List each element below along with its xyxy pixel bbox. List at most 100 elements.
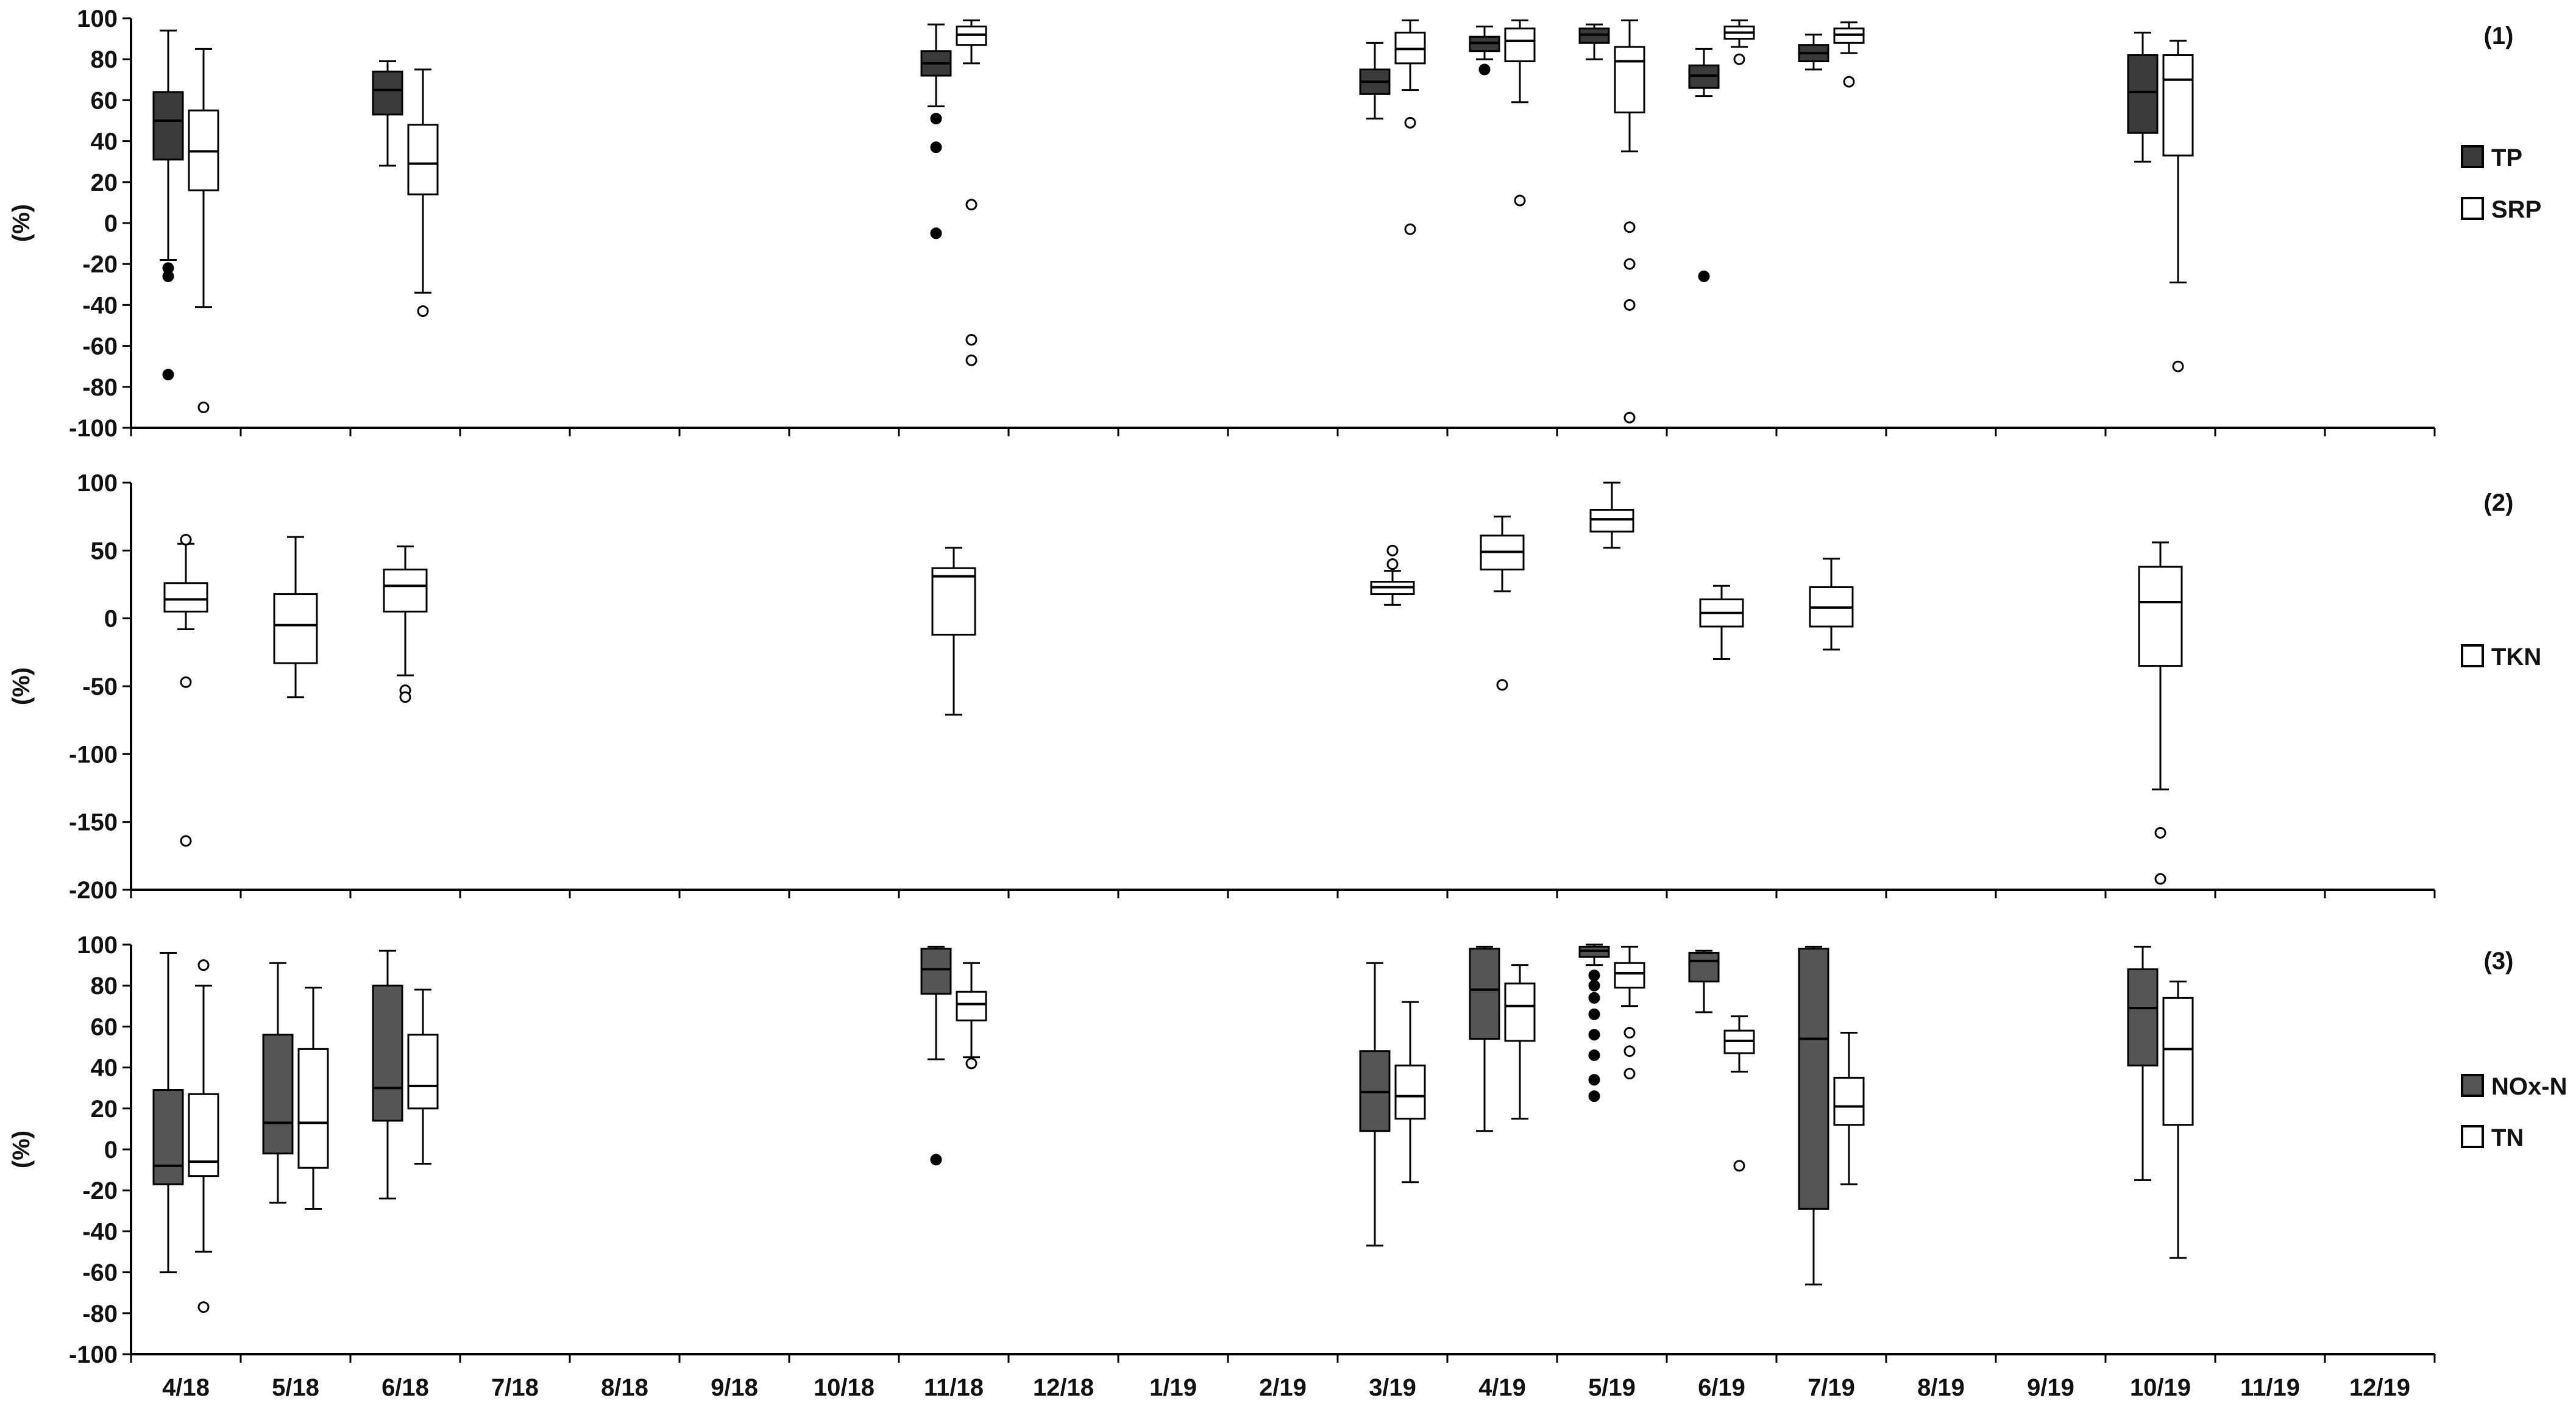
y-tick-label: 100	[77, 932, 118, 959]
box-iqr	[2162, 996, 2194, 1126]
box-plot	[1359, 962, 1391, 1247]
y-tick-label: -40	[82, 292, 118, 319]
box-iqr	[1688, 951, 1720, 982]
y-axis-label: (%)	[8, 1131, 35, 1168]
box-plot	[1833, 21, 1865, 88]
box-plot	[931, 547, 976, 716]
y-tick-label: 100	[77, 5, 118, 32]
box-plot	[188, 48, 219, 413]
legend-swatch	[2461, 1074, 2484, 1097]
box-plot	[1614, 945, 1645, 1080]
box-iqr	[372, 984, 403, 1122]
outlier-point	[1588, 992, 1600, 1004]
y-tick-label: 50	[91, 538, 118, 564]
box-plot	[1798, 34, 1829, 71]
x-tick-label: 5/18	[272, 1374, 319, 1401]
outlier-point	[1623, 411, 1636, 424]
box-plot	[1688, 48, 1720, 282]
x-tick-label: 4/19	[1478, 1374, 1526, 1401]
box-plot	[2138, 541, 2183, 885]
box-plot	[1798, 945, 1829, 1286]
y-tick-label: -60	[82, 1260, 118, 1287]
x-tick-label: 2/19	[1259, 1374, 1307, 1401]
x-tick-label: 10/18	[814, 1374, 875, 1401]
legend-label: TP	[2491, 144, 2522, 171]
y-tick-label: -20	[82, 251, 118, 278]
y-tick-label: -80	[82, 374, 118, 401]
box-plot	[1578, 943, 1610, 1102]
y-tick-label: -80	[82, 1301, 118, 1327]
outlier-point	[1386, 558, 1399, 570]
box-plot	[262, 962, 294, 1204]
box-iqr	[1504, 27, 1536, 63]
x-tick-label: 6/18	[381, 1374, 429, 1401]
y-tick-label: 20	[91, 169, 118, 196]
box-iqr	[1614, 962, 1645, 989]
box-plot	[1480, 516, 1525, 691]
x-tick-label: 3/19	[1369, 1374, 1416, 1401]
x-tick-label: 9/19	[2027, 1374, 2074, 1401]
y-tick-label: 0	[104, 606, 118, 633]
y-tick-label: 60	[91, 1014, 118, 1040]
outlier-point	[930, 141, 942, 154]
box-plot	[2162, 980, 2194, 1259]
legend-label: SRP	[2491, 196, 2541, 223]
outlier-point	[1588, 969, 1600, 981]
outlier-point	[417, 305, 429, 317]
box-plot	[2127, 945, 2159, 1181]
box-iqr	[383, 569, 428, 613]
outlier-point	[1478, 63, 1491, 76]
y-tick-label: -200	[69, 877, 118, 904]
outlier-point	[197, 1301, 210, 1313]
box-plot	[1469, 25, 1500, 76]
outlier-point	[1514, 194, 1526, 207]
outlier-point	[1843, 76, 1855, 88]
outlier-point	[1623, 1068, 1636, 1080]
box-iqr	[2138, 566, 2183, 667]
outlier-point	[930, 1154, 942, 1166]
outlier-point	[180, 676, 192, 688]
box-iqr	[407, 124, 439, 196]
y-tick-label: -150	[69, 809, 118, 836]
outlier-point	[180, 835, 192, 847]
box-iqr	[273, 593, 318, 664]
x-tick-label: 11/18	[924, 1374, 984, 1401]
box-plot	[1723, 19, 1755, 65]
box-plot	[1504, 964, 1536, 1120]
box-iqr	[1833, 1076, 1865, 1126]
legend-swatch	[2461, 644, 2484, 667]
panel-label: (2)	[2484, 489, 2514, 516]
outlier-point	[965, 334, 978, 346]
outlier-point	[1623, 1045, 1636, 1057]
axes-layer	[122, 17, 2436, 1363]
outlier-point	[1623, 299, 1636, 311]
box-iqr	[2162, 54, 2194, 157]
outlier-point	[1496, 679, 1508, 691]
y-tick-label: -100	[69, 415, 118, 442]
box-plot	[152, 951, 184, 1274]
box-plot	[920, 945, 952, 1166]
outlier-point	[930, 227, 942, 240]
box-iqr	[2127, 54, 2159, 134]
box-iqr	[407, 1034, 439, 1110]
outlier-point	[1733, 53, 1745, 65]
box-iqr	[1394, 1064, 1426, 1120]
box-plot	[1578, 23, 1610, 60]
box-plot	[407, 989, 439, 1165]
legend-swatch	[2461, 197, 2484, 220]
outlier-point	[1588, 1049, 1600, 1061]
box-plot	[152, 29, 184, 381]
box-plot	[956, 19, 987, 366]
outlier-point	[930, 113, 942, 125]
box-iqr	[931, 567, 976, 636]
box-plot	[956, 962, 987, 1070]
box-iqr	[2127, 968, 2159, 1067]
y-tick-label: 40	[91, 129, 118, 155]
outlier-point	[399, 691, 411, 703]
y-tick-label: 40	[91, 1055, 118, 1082]
y-axis-label: (%)	[8, 667, 35, 705]
box-plot	[1359, 41, 1391, 120]
outlier-point	[1404, 223, 1416, 235]
y-tick-label: 20	[91, 1096, 118, 1123]
